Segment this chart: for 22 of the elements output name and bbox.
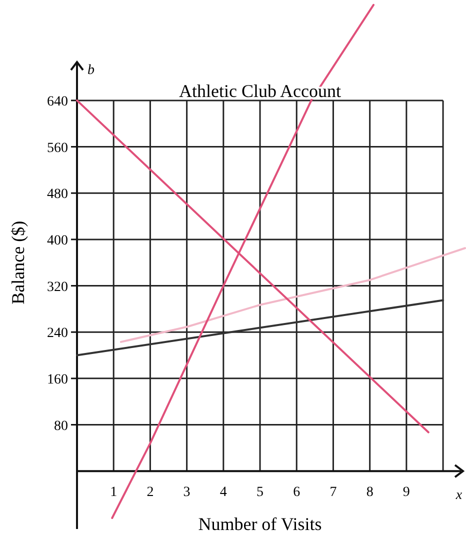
y-tick-label: 640 bbox=[47, 94, 68, 110]
annotation: b bbox=[88, 63, 94, 78]
y-tick-label: 560 bbox=[47, 140, 68, 156]
x-tick-label: 8 bbox=[366, 485, 374, 500]
x-tick-label: 5 bbox=[256, 485, 264, 500]
x-tick-label: 3 bbox=[183, 485, 190, 500]
x-tick-label: 2 bbox=[146, 485, 154, 500]
x-tick-label: 4 bbox=[220, 485, 227, 500]
annotation: x bbox=[454, 488, 463, 504]
x-tick-label: 6 bbox=[293, 485, 300, 500]
x-axis-title: Number of Visits bbox=[198, 514, 322, 534]
y-tick-label: 400 bbox=[47, 233, 68, 248]
y-tick-label: 80 bbox=[54, 418, 68, 434]
x-tick-label: 9 bbox=[402, 485, 410, 500]
x-tick-label: 1 bbox=[110, 485, 118, 500]
y-tick-label: 480 bbox=[47, 187, 68, 202]
x-tick-label: 7 bbox=[330, 485, 337, 500]
y-tick-label: 240 bbox=[47, 326, 68, 342]
line-series bbox=[120, 247, 466, 343]
y-tick-label: 320 bbox=[47, 280, 68, 295]
y-axis-title: Balance ($) bbox=[8, 220, 28, 304]
y-tick-label: 160 bbox=[47, 372, 68, 388]
